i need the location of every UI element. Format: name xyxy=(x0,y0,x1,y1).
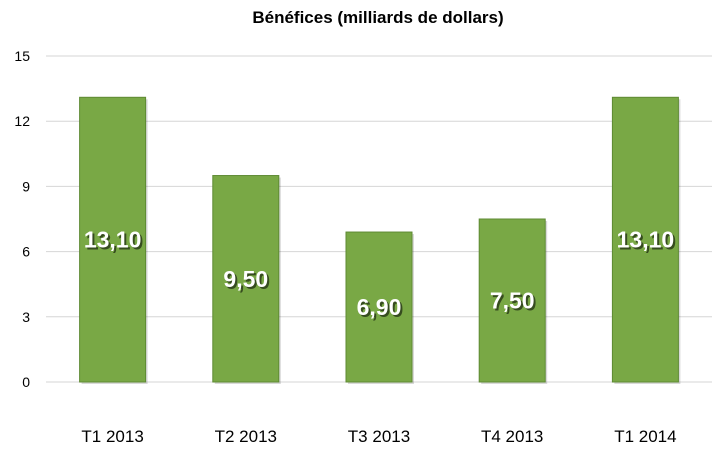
x-axis-ticks: T1 2013 T2 2013 T3 2013 T4 2013 T1 2014 xyxy=(81,427,676,446)
x-tick-label: T1 2013 xyxy=(81,427,143,446)
bar xyxy=(79,96,147,383)
y-tick-label: 12 xyxy=(14,113,30,129)
bar xyxy=(345,231,413,383)
y-tick-label: 15 xyxy=(14,48,30,64)
data-label: 7,50 xyxy=(490,288,535,314)
data-label-shadow: 7,50 xyxy=(492,290,537,316)
chart-title: Bénéfices (milliards de dollars) xyxy=(252,8,503,27)
y-axis-ticks: 0 3 6 9 12 15 xyxy=(14,48,30,390)
y-tick-label: 9 xyxy=(22,178,30,194)
x-tick-label: T4 2013 xyxy=(481,427,543,446)
bar xyxy=(478,218,546,383)
data-label-shadow: 13,10 xyxy=(619,229,677,255)
bar xyxy=(212,175,280,383)
bar xyxy=(611,96,679,383)
x-tick-label: T3 2013 xyxy=(348,427,410,446)
data-label-shadow: 13,10 xyxy=(86,229,144,255)
y-tick-label: 0 xyxy=(22,374,30,390)
y-tick-label: 3 xyxy=(22,309,30,325)
data-label-shadow: 6,90 xyxy=(359,296,404,322)
y-tick-label: 6 xyxy=(22,244,30,260)
data-label-shadow: 9,50 xyxy=(225,268,270,294)
x-tick-label: T1 2014 xyxy=(614,427,676,446)
data-label: 13,10 xyxy=(617,227,675,253)
x-tick-label: T2 2013 xyxy=(215,427,277,446)
bars xyxy=(79,96,681,384)
data-label: 6,90 xyxy=(357,294,402,320)
data-label: 13,10 xyxy=(84,227,142,253)
data-label: 9,50 xyxy=(223,266,268,292)
